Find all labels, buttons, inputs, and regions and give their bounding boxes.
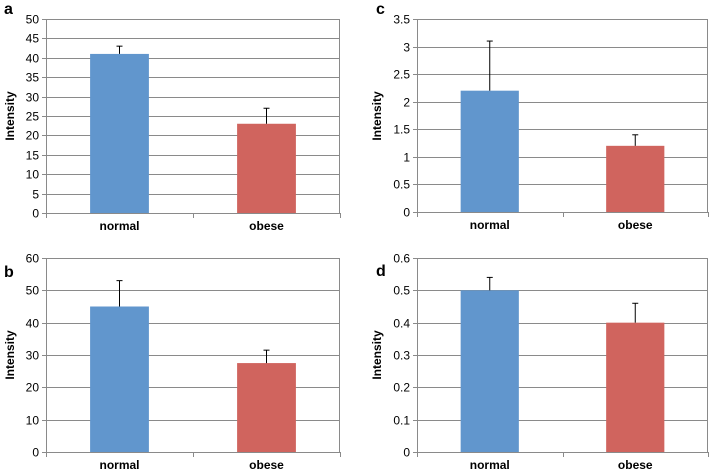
bar-obese <box>606 322 665 452</box>
y-tick-label: 0.3 <box>393 349 410 363</box>
x-tick-label: obese <box>618 458 653 472</box>
bar-normal <box>460 290 519 452</box>
y-axis-label: Intensity <box>3 91 17 141</box>
bar-obese <box>237 363 296 452</box>
bar-normal <box>460 90 519 212</box>
y-tick-label: 0 <box>403 206 410 220</box>
y-axis-label: Intensity <box>3 330 17 380</box>
y-tick-label: 3.5 <box>393 13 410 27</box>
y-tick-label: 40 <box>26 317 40 331</box>
y-tick-label: 0.5 <box>393 178 410 192</box>
x-tick-label: normal <box>470 458 510 472</box>
y-axis-label: Intensity <box>370 91 384 141</box>
panel-label: b <box>4 264 14 281</box>
y-tick-label: 15 <box>26 149 40 163</box>
y-tick-label: 3 <box>403 41 410 55</box>
bar-obese <box>606 145 665 212</box>
bar-normal <box>90 306 149 452</box>
panel-d: 0 0.1 0.2 0.3 0.4 0.5 0.6 normal obese Intensity d <box>370 252 709 472</box>
y-tick-label: 25 <box>26 110 40 124</box>
y-tick-label: 10 <box>26 168 40 182</box>
y-axis-label: Intensity <box>370 330 384 380</box>
x-tick-label: normal <box>470 218 510 232</box>
bar-normal <box>90 53 149 213</box>
y-tick-label: 45 <box>26 32 40 46</box>
x-tick-label: obese <box>249 458 284 472</box>
x-tick-label: obese <box>249 219 284 233</box>
y-tick-label: 0.6 <box>393 252 410 266</box>
y-tick-label: 0 <box>32 446 39 460</box>
y-tick-label: 30 <box>26 91 40 105</box>
y-tick-label: 1.5 <box>393 123 410 137</box>
panel-a: 0 5 10 15 20 25 30 35 40 45 50 normal obese Intensity… <box>3 1 341 233</box>
y-tick-label: 30 <box>26 349 40 363</box>
y-tick-label: 0.5 <box>393 284 410 298</box>
y-tick-label: 2 <box>403 96 410 110</box>
y-tick-label: 0.2 <box>393 381 410 395</box>
y-tick-label: 35 <box>26 71 40 85</box>
x-tick-label: normal <box>99 458 139 472</box>
y-tick-label: 20 <box>26 381 40 395</box>
x-tick-label: normal <box>99 219 139 233</box>
y-tick-label: 0.1 <box>393 414 410 428</box>
y-tick-label: 40 <box>26 52 40 66</box>
panel-c: 0 0.5 1 1.5 2 2.5 3 3.5 normal obese Intensity c <box>370 1 709 232</box>
panel-label: c <box>376 1 385 18</box>
y-tick-label: 1 <box>403 151 410 165</box>
panel-label: d <box>376 263 386 280</box>
y-tick-label: 0 <box>32 207 39 221</box>
y-tick-label: 5 <box>32 188 39 202</box>
y-tick-label: 10 <box>26 414 40 428</box>
panel-b: 0 10 20 30 40 50 60 normal obese Intensity b <box>3 252 341 472</box>
y-tick-label: 0 <box>403 446 410 460</box>
x-tick-label: obese <box>618 218 653 232</box>
y-tick-label: 50 <box>26 284 40 298</box>
y-tick-label: 20 <box>26 129 40 143</box>
y-tick-label: 0.4 <box>393 317 410 331</box>
y-tick-label: 50 <box>26 13 40 27</box>
bar-obese <box>237 123 296 213</box>
y-tick-label: 2.5 <box>393 68 410 82</box>
y-tick-label: 60 <box>26 252 40 266</box>
panel-label: a <box>4 1 13 18</box>
